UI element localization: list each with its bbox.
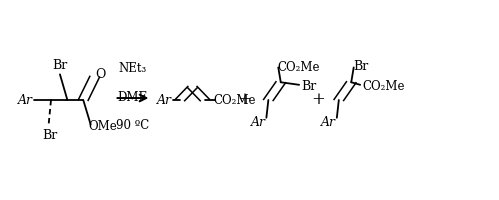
Text: 90 ºC: 90 ºC	[116, 119, 149, 132]
Text: Ar: Ar	[321, 116, 336, 129]
Text: Ar: Ar	[251, 116, 266, 129]
Text: NEt₃: NEt₃	[118, 62, 147, 75]
Text: CO₂Me: CO₂Me	[277, 61, 319, 74]
Text: O: O	[95, 68, 106, 81]
Text: Ar: Ar	[157, 94, 172, 106]
Text: +: +	[311, 91, 325, 108]
Text: DMF: DMF	[118, 91, 147, 104]
Text: Ar: Ar	[17, 94, 33, 106]
Text: +: +	[238, 91, 251, 108]
Text: Br: Br	[301, 80, 317, 93]
Text: OMe: OMe	[88, 120, 117, 133]
Text: Br: Br	[42, 129, 57, 142]
Text: CO₂Me: CO₂Me	[214, 94, 256, 106]
Text: Br: Br	[353, 60, 369, 73]
Text: Br: Br	[52, 59, 67, 72]
Text: CO₂Me: CO₂Me	[363, 80, 405, 93]
